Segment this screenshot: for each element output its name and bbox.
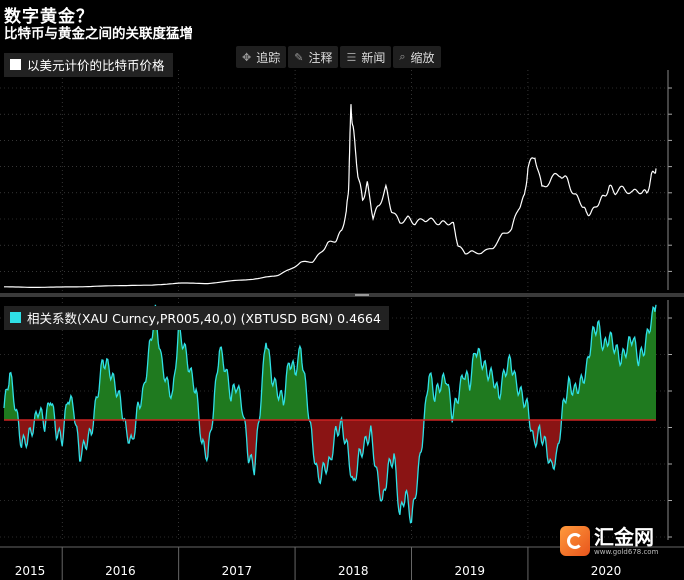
zoom-icon: ⌕ [399,50,406,63]
negative-correlation-area [4,420,656,523]
watermark-name: 汇金网 [594,525,654,549]
news-button[interactable]: ☰ 新闻 [340,46,392,68]
price-y-axis [667,70,672,290]
price-legend[interactable]: 以美元计价的比特币价格 [4,53,173,77]
watermark-url: www.gold678.com [594,548,659,556]
correlation-line [3,304,657,524]
annotate-button[interactable]: ✎ 注释 [288,46,339,68]
crosshair-icon: ✥ [242,50,252,64]
watermark: 汇金网 www.gold678.com [560,522,678,560]
chart-title: 数字黄金？ [4,7,94,27]
correlation-y-axis [667,300,672,540]
price-legend-swatch [10,59,21,70]
x-tick-label: 2016 [105,564,136,578]
price-panel-grid [0,70,668,540]
gold678-logo-icon [560,526,590,556]
divider-handle[interactable] [355,294,369,296]
annotate-label: 注释 [308,50,333,65]
x-tick-label: 2018 [338,564,369,578]
x-tick-label: 2020 [591,564,622,578]
bitcoin-price-line [4,104,657,288]
correlation-legend[interactable]: 相关系数(XAU Curncy,PR005,40,0) (XBTUSD BGN)… [4,306,389,330]
annotate-icon: ✎ [294,50,304,64]
news-icon: ☰ [346,50,357,64]
zoom-label: 缩放 [410,50,435,65]
divider-bar [0,293,684,297]
price-legend-label: 以美元计价的比特币价格 [27,58,165,73]
news-label: 新闻 [361,50,386,65]
correlation-legend-label: 相关系数(XAU Curncy,PR005,40,0) (XBTUSD BGN)… [27,311,381,326]
correlation-legend-swatch [10,312,21,323]
x-tick-label: 2017 [222,564,253,578]
x-tick-label: 2019 [454,564,485,578]
chart-toolbar: ✥ 追踪 ✎ 注释 ☰ 新闻 ⌕ 缩放 [236,46,441,68]
x-tick-label: 2015 [15,564,46,578]
track-label: 追踪 [256,50,281,65]
positive-correlation-area [4,304,656,420]
chart-subtitle: 比特币与黄金之间的关联度猛增 [4,26,193,42]
panel-divider[interactable] [0,293,684,297]
track-button[interactable]: ✥ 追踪 [236,46,287,68]
zoom-button[interactable]: ⌕ 缩放 [393,46,441,68]
